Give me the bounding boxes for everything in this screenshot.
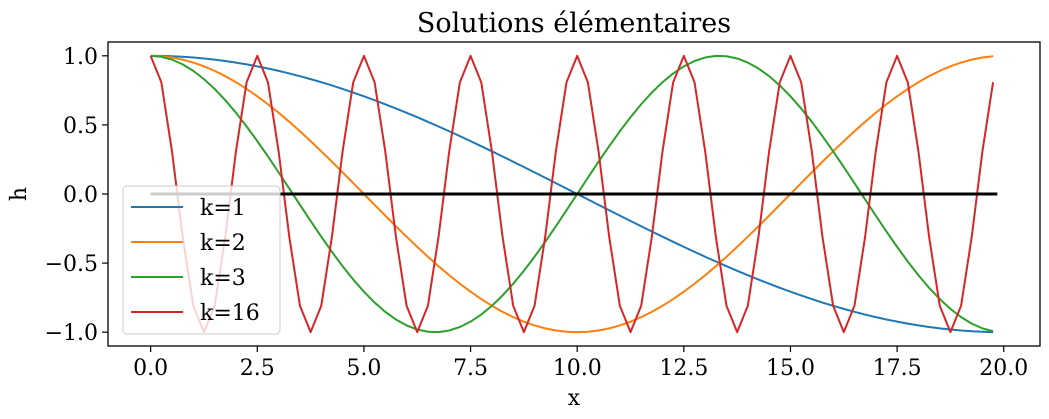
legend-label-k1: k=1 (200, 196, 246, 221)
legend-label-k2: k=2 (200, 231, 246, 256)
legend: k=1 k=2 k=3 k=16 (122, 185, 281, 335)
legend-label-k16: k=16 (200, 301, 260, 326)
x-tick-label: 17.5 (873, 356, 922, 381)
legend-box (122, 185, 281, 335)
y-tick-label: 1.0 (63, 45, 98, 70)
x-tick-label: 15.0 (766, 356, 815, 381)
x-axis-label: x (568, 386, 581, 411)
y-axis: 1.0 0.5 0.0 −0.5 −1.0 (45, 45, 108, 346)
y-tick-label: −1.0 (45, 321, 98, 346)
y-tick-label: 0.5 (63, 114, 98, 139)
y-tick-label: −0.5 (45, 252, 98, 277)
x-tick-label: 12.5 (659, 356, 708, 381)
x-axis: 0.0 2.5 5.0 7.5 10.0 12.5 15.0 17.5 20.0 (133, 346, 1028, 381)
x-tick-label: 20.0 (979, 356, 1028, 381)
x-tick-label: 10.0 (553, 356, 602, 381)
legend-label-k3: k=3 (200, 266, 246, 291)
x-tick-label: 7.5 (453, 356, 488, 381)
x-tick-label: 0.0 (133, 356, 168, 381)
plot-lines (149, 54, 998, 334)
series-line-k2 (150, 54, 994, 334)
chart-title: Solutions élémentaires (417, 8, 731, 39)
y-tick-label: 0.0 (63, 183, 98, 208)
y-axis-label: h (7, 187, 32, 201)
series-line-k16 (149, 54, 995, 334)
x-tick-label: 2.5 (240, 356, 275, 381)
series-line-k3 (150, 54, 994, 334)
x-tick-label: 5.0 (346, 356, 381, 381)
